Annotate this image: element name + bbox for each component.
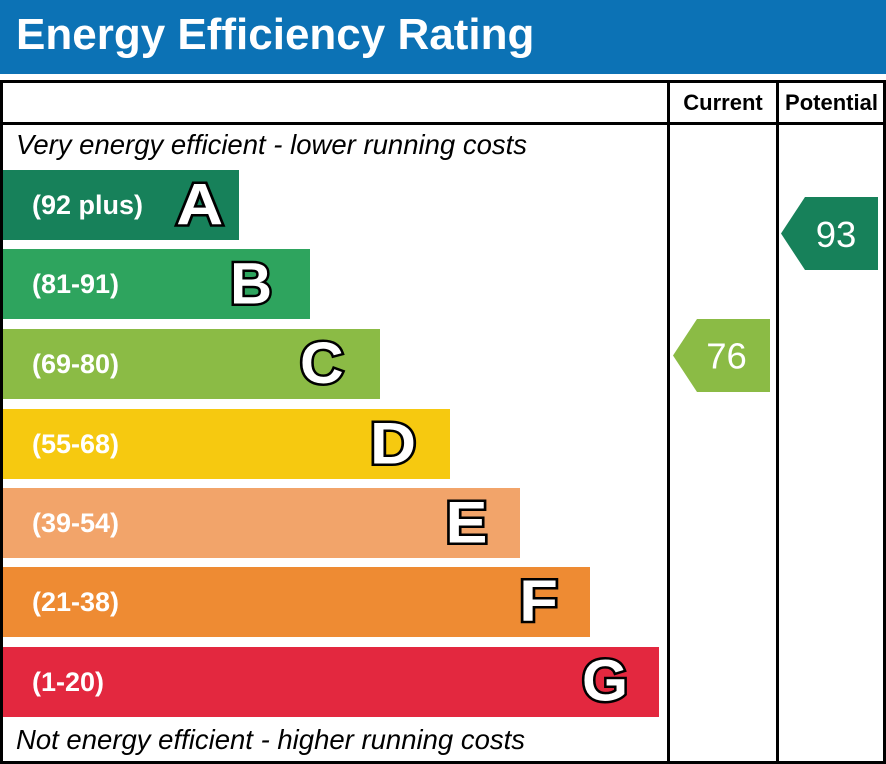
svg-text:F: F [519, 568, 558, 633]
svg-text:C: C [300, 330, 344, 396]
svg-text:93: 93 [816, 214, 857, 255]
svg-text:E: E [446, 490, 488, 555]
svg-text:D: D [370, 411, 416, 476]
svg-text:A: A [176, 173, 223, 238]
svg-text:G: G [582, 649, 628, 713]
svg-text:B: B [230, 252, 272, 317]
svg-text:76: 76 [706, 336, 747, 377]
